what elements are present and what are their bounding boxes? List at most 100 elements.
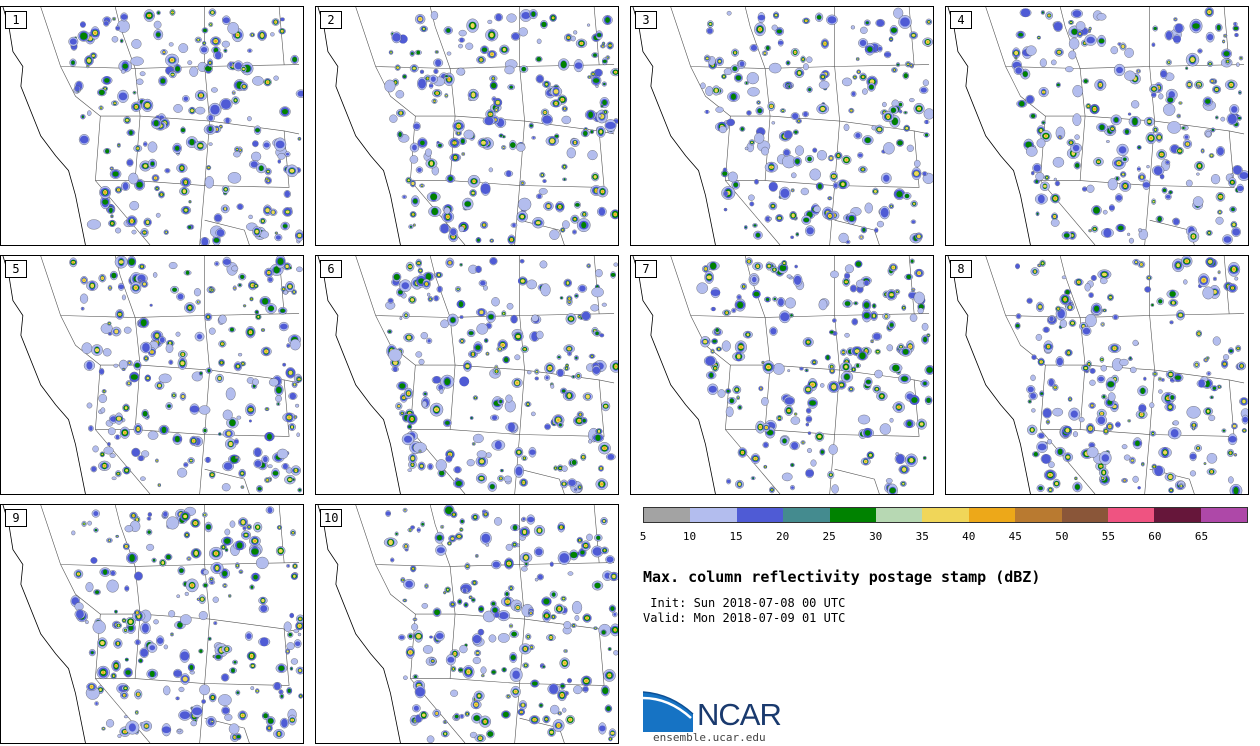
- reflectivity-cell: [453, 712, 460, 721]
- reflectivity-cell: [926, 333, 931, 338]
- reflectivity-cell: [888, 263, 898, 272]
- reflectivity-cell: [827, 470, 835, 479]
- reflectivity-cell: [120, 12, 129, 22]
- reflectivity-cell: [209, 719, 216, 724]
- reflectivity-cell: [1025, 146, 1038, 157]
- reflectivity-cell: [389, 114, 398, 123]
- reflectivity-cell: [749, 44, 759, 52]
- reflectivity-cell: [228, 723, 240, 735]
- reflectivity-cell: [187, 663, 195, 672]
- reflectivity-cell: [407, 423, 413, 430]
- reflectivity-cell: [816, 103, 829, 115]
- reflectivity-cell: [711, 338, 718, 345]
- reflectivity-cell: [295, 375, 303, 383]
- reflectivity-cell: [832, 318, 837, 323]
- reflectivity-cell: [494, 106, 499, 114]
- reflectivity-cell: [231, 90, 236, 95]
- reflectivity-cell: [1136, 145, 1142, 150]
- reflectivity-cell: [519, 552, 533, 563]
- reflectivity-cell: [419, 183, 425, 188]
- reflectivity-cell: [198, 405, 211, 415]
- reflectivity-cell: [187, 60, 193, 65]
- reflectivity-cell: [205, 367, 213, 374]
- reflectivity-cell: [183, 531, 191, 539]
- reflectivity-cell: [147, 158, 157, 169]
- reflectivity-cell: [1088, 292, 1094, 298]
- reflectivity-cell: [528, 609, 534, 617]
- reflectivity-cell: [1076, 29, 1083, 38]
- reflectivity-cell: [731, 48, 739, 57]
- reflectivity-cell: [563, 649, 568, 653]
- reflectivity-cell: [1158, 389, 1163, 394]
- reflectivity-cell: [902, 192, 912, 200]
- reflectivity-cell: [208, 22, 214, 28]
- reflectivity-cell: [265, 176, 269, 182]
- reflectivity-cell: [836, 179, 850, 190]
- reflectivity-cell: [204, 312, 213, 322]
- reflectivity-cell: [410, 525, 416, 530]
- reflectivity-cell: [517, 276, 528, 286]
- reflectivity-cell: [807, 448, 812, 453]
- reflectivity-cell: [508, 623, 514, 629]
- reflectivity-cell: [432, 709, 441, 718]
- reflectivity-cell: [198, 594, 206, 605]
- reflectivity-cell: [892, 401, 905, 413]
- reflectivity-cell: [841, 155, 852, 165]
- reflectivity-cell: [505, 394, 513, 403]
- reflectivity-cell: [1144, 116, 1155, 127]
- reflectivity-cell: [1055, 305, 1062, 312]
- reflectivity-cell: [1196, 379, 1207, 388]
- reflectivity-cell: [1036, 484, 1045, 492]
- reflectivity-cell: [1205, 31, 1215, 43]
- reflectivity-cell: [272, 682, 282, 691]
- reflectivity-cell: [914, 232, 923, 241]
- reflectivity-cell: [280, 221, 290, 231]
- reflectivity-cell: [466, 459, 475, 467]
- reflectivity-cell: [744, 146, 749, 151]
- reflectivity-cell: [402, 542, 410, 550]
- reflectivity-cell: [1206, 468, 1217, 476]
- panel-number: 1: [5, 11, 27, 29]
- reflectivity-cell: [204, 456, 212, 463]
- colorbar-tick-label: 45: [1008, 530, 1022, 543]
- reflectivity-cell: [1019, 8, 1032, 18]
- reflectivity-cell: [723, 190, 729, 197]
- reflectivity-cell: [221, 705, 231, 716]
- reflectivity-cell: [497, 475, 505, 482]
- reflectivity-cell: [207, 58, 213, 67]
- reflectivity-cell: [820, 383, 825, 388]
- reflectivity-cell: [241, 530, 251, 540]
- reflectivity-cell: [1061, 275, 1067, 280]
- reflectivity-cell: [810, 359, 818, 366]
- colorbar-tick-label: 50: [1055, 530, 1069, 543]
- reflectivity-cell: [587, 150, 598, 161]
- reflectivity-cell: [1132, 339, 1139, 347]
- reflectivity-cell: [459, 315, 464, 320]
- reflectivity-cell: [507, 585, 515, 592]
- reflectivity-cell: [858, 234, 865, 240]
- reflectivity-cell: [168, 359, 174, 365]
- reflectivity-cell: [177, 356, 188, 370]
- reflectivity-cell: [96, 665, 110, 680]
- reflectivity-cell: [562, 177, 567, 181]
- reflectivity-cell: [118, 282, 125, 291]
- reflectivity-cell: [1151, 91, 1157, 98]
- reflectivity-cell: [247, 116, 252, 122]
- reflectivity-cell: [429, 635, 433, 639]
- reflectivity-cell: [250, 686, 255, 691]
- coastline: [947, 7, 1031, 245]
- colorbar-tick-label: 30: [869, 530, 883, 543]
- reflectivity-cell: [1165, 59, 1172, 66]
- reflectivity-cell: [550, 99, 562, 108]
- reflectivity-cell: [444, 93, 449, 99]
- reflectivity-cell: [456, 300, 466, 309]
- reflectivity-cell: [1129, 456, 1136, 465]
- reflectivity-cell: [1054, 447, 1066, 457]
- coastline: [317, 7, 401, 245]
- reflectivity-cell: [1229, 104, 1240, 115]
- reflectivity-cell: [111, 326, 122, 337]
- reflectivity-cell: [860, 457, 871, 466]
- reflectivity-cell: [1234, 276, 1239, 281]
- state-border: [519, 379, 605, 437]
- reflectivity-cell: [1072, 431, 1078, 438]
